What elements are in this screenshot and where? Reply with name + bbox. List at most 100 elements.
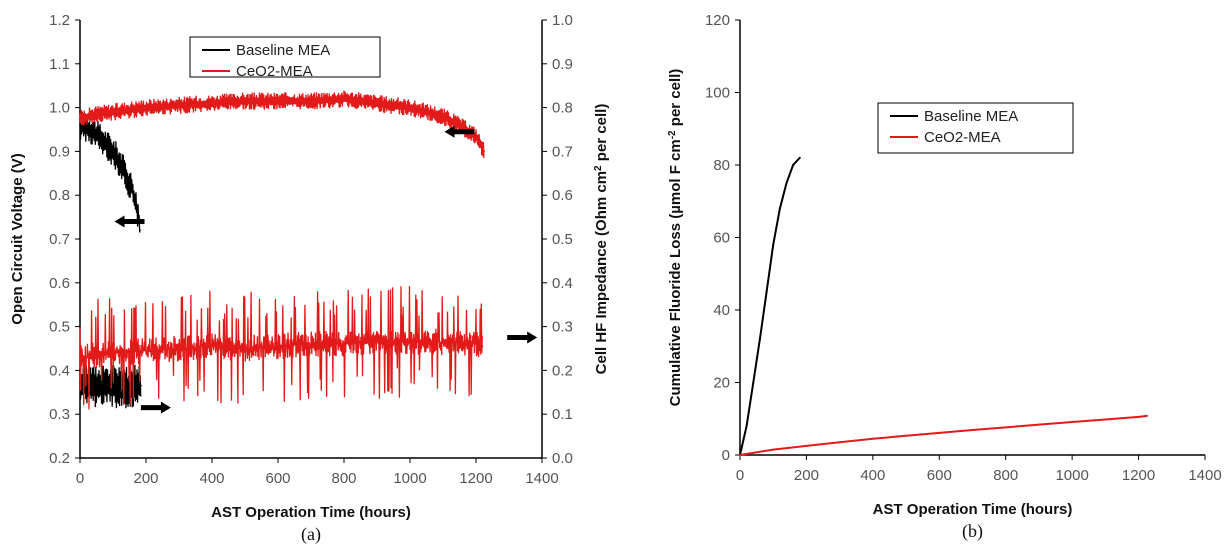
data-point [805,444,808,447]
y-tick-label: 1.0 [49,100,70,117]
data-point [938,431,941,434]
direction-arrow [114,215,145,228]
series-line [79,110,141,233]
data-point [905,434,908,437]
chart-caption: (b) [962,521,983,542]
y-tick-label: 0 [722,447,730,464]
data-point [145,106,147,109]
series-line [739,157,801,456]
data-point [140,384,142,387]
x-tick-label: 400 [199,470,224,487]
x-tick-label: 1400 [1188,467,1221,484]
data-point [310,343,312,345]
legend-entry: CeO2-MEA [236,63,313,80]
data-point [752,381,755,384]
y2-tick-label: 0.5 [552,231,573,248]
x-tick-label: 600 [927,467,952,484]
y2-tick-label: 0.1 [552,406,573,423]
data-point [112,352,114,354]
y-tick-label: 0.5 [49,319,70,336]
data-point [79,356,81,359]
y-axis-title: Open Circuit Voltage (V) [9,153,26,324]
data-point [745,425,748,427]
legend-box [877,102,1074,154]
x-tick-label: 0 [76,470,84,487]
data-point [103,382,106,385]
legend-entry: Baseline MEA [236,42,330,59]
data-point [739,454,741,456]
data-point [178,347,180,350]
data-point [105,144,108,146]
y-tick-label: 0.2 [49,450,70,467]
data-point [838,441,841,444]
chart-a: 0 200 400 600 800 1000 1200 1400 0.2 0.3 0.4 0.5 0.6… [9,12,610,545]
data-point [112,150,114,153]
y-axis-title-tail: per cell) [667,69,684,131]
series-line [739,414,1148,456]
data-point [475,343,477,345]
legend-entry: CeO2-MEA [924,129,1001,146]
data-point [79,117,81,120]
data-point [139,229,141,232]
y-tick-label: 0.8 [49,187,70,204]
y2-axis-title-sup: 2 [593,165,604,171]
data-point [1104,418,1107,421]
data-point [95,384,98,387]
data-point [871,437,874,440]
data-point [409,106,411,109]
data-point [1004,426,1007,429]
y2-axis-title: Cell HF Impedance (Ohm cm2 per cell) [593,104,611,375]
x-tick-label: 0 [736,467,744,484]
data-point [409,341,411,343]
data-point [376,341,378,343]
y-tick-label: 20 [713,375,730,392]
data-point [85,126,88,129]
series-line [79,286,483,410]
y2-tick-label: 0.4 [552,275,573,292]
data-point [1071,421,1074,424]
data-point [785,182,788,185]
data-point [376,102,378,105]
direction-arrow [444,125,475,138]
direction-arrow [140,401,171,414]
y-axis-title-main: Cumulative Fluoride Loss (µmol F cm [667,139,684,406]
y2-tick-label: 0.2 [552,362,573,379]
x-tick-label: 1000 [393,470,426,487]
y2-tick-label: 0.8 [552,100,573,117]
data-point [277,100,279,102]
x-tick-label: 1200 [459,470,492,487]
data-point [145,349,147,352]
y-tick-label: 120 [705,12,730,29]
legend: Baseline MEA CeO2-MEA [877,102,1074,154]
data-point [211,345,213,348]
data-point [458,124,461,126]
x-axis-title: AST Operation Time (hours) [211,504,411,521]
data-point [758,338,761,340]
y-tick-label: 0.3 [49,406,70,423]
data-point [1145,414,1148,417]
y-tick-label: 1.2 [49,12,70,29]
y2-tick-label: 0.6 [552,187,573,204]
data-point [798,156,801,159]
data-point [1037,423,1040,426]
series-line [79,90,485,159]
data-point [778,207,781,210]
x-axis-title: AST Operation Time (hours) [873,501,1073,518]
data-point [343,343,345,345]
data-point [765,290,768,293]
x-tick-label: 800 [993,467,1018,484]
data-point [125,174,127,177]
data-point [244,100,246,102]
data-point [310,100,312,102]
data-point [118,161,121,164]
x-tick-label: 200 [794,467,819,484]
data-point [211,102,213,105]
x-tick-label: 200 [133,470,158,487]
direction-arrow [507,331,538,344]
x-tick-label: 1200 [1122,467,1155,484]
y2-tick-label: 0.7 [552,143,573,160]
chart-b: 0 200 400 600 800 1000 1200 1400 0 20 40 60 80 100 120… [667,12,1222,542]
data-point [483,150,486,153]
data-point [277,345,279,348]
